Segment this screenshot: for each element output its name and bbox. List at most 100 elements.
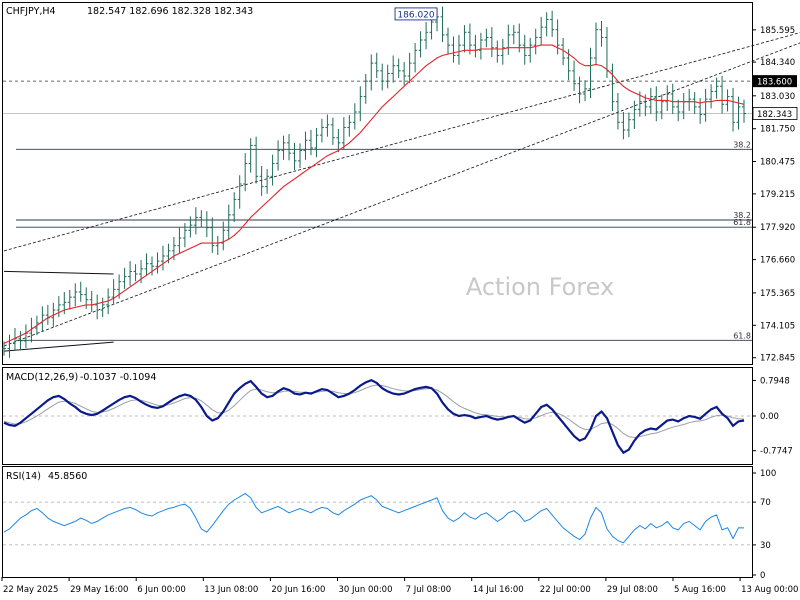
time-tick-label: 7 Jul 08:00 (406, 585, 452, 595)
price-bar (506, 24, 511, 55)
symbol-label: CHFJPY,H4 (6, 6, 56, 17)
price-bar (100, 297, 105, 318)
macd-signal-line (3, 384, 745, 439)
macd-tick-label: -0.7747 (760, 447, 793, 457)
fib-level-label: 61.8 (733, 218, 751, 227)
price-tick-label: 176.660 (760, 256, 795, 266)
rsi-title: RSI(14) (6, 471, 41, 482)
price-axis: 185.595 184.340 183.030 181.750 180.475 179.2… (394, 7, 798, 364)
fib-level-label: 38.2 (733, 211, 751, 220)
price-bar (391, 55, 396, 83)
time-tick-label: 22 May 2025 (3, 585, 58, 595)
macd-title: MACD(12,26,9) (6, 372, 78, 383)
macd-tick-label: 0.7948 (760, 376, 790, 386)
price-bar (128, 261, 133, 286)
moving-average (3, 44, 745, 344)
price-tick-label: 174.105 (760, 321, 795, 331)
price-bar (709, 84, 714, 109)
price-bar (308, 130, 313, 156)
price-bar (692, 91, 697, 115)
price-bar (500, 38, 505, 65)
price-bar (303, 131, 308, 160)
rsi-tick-label: 70 (760, 498, 771, 508)
rsi-tick-label: 100 (760, 469, 776, 479)
time-tick-label: 29 Jul 08:00 (607, 585, 658, 595)
price-bar (413, 43, 418, 73)
price-bar (287, 134, 292, 161)
price-bar (259, 166, 264, 196)
price-bar (292, 142, 297, 171)
time-tick-label: 29 May 16:00 (70, 585, 128, 595)
price-bar (122, 267, 127, 289)
watermark: Action Forex (466, 273, 614, 301)
price-tick-label: 181.750 (760, 125, 795, 135)
price-bar (714, 77, 719, 99)
peak-price-tag (394, 7, 438, 21)
price-levels: 38.238.261.861.8 (3, 80, 752, 341)
fib-level-label: 61.8 (733, 331, 751, 340)
time-tick-label: 14 Jul 16:00 (473, 585, 524, 595)
price-bar (528, 37, 533, 63)
price-tick-label: 183.030 (760, 92, 795, 102)
price-bar (155, 252, 160, 274)
price-bar (237, 175, 242, 209)
price-tick-label: 180.475 (760, 158, 795, 168)
macd-line (3, 378, 745, 455)
price-bar (182, 223, 187, 248)
price-bar (720, 76, 725, 114)
price-bar (358, 86, 363, 122)
price-bar (254, 136, 259, 184)
price-bar (583, 80, 588, 102)
price-bar (177, 227, 182, 253)
price-bar (67, 289, 72, 310)
level-price-tag-text: 183.600 (757, 78, 792, 88)
price-bar (226, 204, 231, 240)
price-candles (2, 6, 746, 358)
price-bar (632, 100, 637, 129)
price-bar (330, 117, 335, 145)
price-bar (133, 264, 138, 282)
price-bar (265, 169, 270, 194)
price-bar (248, 138, 253, 173)
price-bar (599, 20, 604, 47)
price-bar (56, 296, 61, 318)
price-bar (522, 34, 527, 65)
time-tick-label: 22 Jul 00:00 (540, 585, 591, 595)
current-price-tag (752, 107, 798, 120)
trend-channel-lower (3, 42, 800, 347)
price-bar (276, 140, 281, 171)
current-price-tag-text: 182.343 (757, 110, 792, 120)
price-bar (424, 22, 429, 50)
price-bar (336, 128, 341, 153)
price-bar (73, 283, 78, 307)
price-bar (193, 207, 198, 235)
price-bar (396, 58, 401, 79)
time-tick-label: 20 Jun 16:00 (271, 585, 325, 595)
fib-level-label: 38.2 (733, 140, 751, 149)
price-bar (144, 253, 149, 277)
price-bar (385, 64, 390, 89)
price-bar (374, 52, 379, 79)
rsi-values: 45.8560 (48, 471, 87, 482)
price-bar (676, 99, 681, 122)
trend-channel (3, 32, 800, 352)
price-bar (369, 54, 374, 91)
left-wedge-line (3, 270, 114, 275)
price-bar (95, 294, 100, 320)
price-bar (319, 118, 324, 143)
left-wedge-line (3, 341, 114, 352)
price-bar (544, 12, 549, 37)
price-bar (533, 28, 538, 55)
price-bar (418, 31, 423, 58)
price-bar (610, 63, 615, 111)
price-bar (511, 25, 516, 45)
price-bar (221, 221, 226, 251)
rsi-tick-label: 0 (760, 571, 765, 581)
price-bar (615, 92, 620, 130)
price-bar (210, 217, 215, 253)
price-bar (670, 83, 675, 115)
price-bar (111, 279, 116, 305)
price-bar (352, 103, 357, 130)
price-bar (654, 86, 659, 122)
price-bar (232, 192, 237, 223)
